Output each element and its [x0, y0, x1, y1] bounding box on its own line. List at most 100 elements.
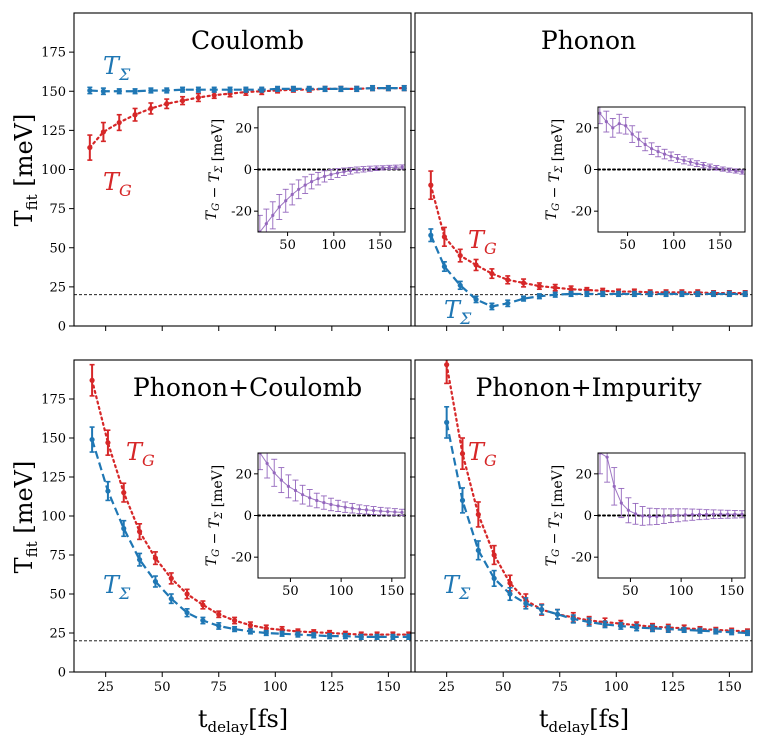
data-point-T_Sigma	[259, 87, 265, 93]
data-point-T_Sigma	[552, 292, 558, 298]
data-point-T_Sigma	[713, 628, 719, 635]
data-point-T_Sigma	[401, 85, 407, 91]
data-point-T_G	[164, 101, 170, 107]
data-point-T_Sigma	[295, 631, 301, 638]
x-tick-label: 100	[263, 680, 288, 695]
data-point-T_G	[116, 119, 122, 126]
series-label-T_G: TG	[103, 168, 132, 200]
data-point-T_G	[152, 555, 159, 561]
inset-data-point	[734, 169, 738, 173]
data-point-T_Sigma	[105, 488, 111, 494]
y-tick-label: 25	[49, 280, 66, 295]
inset-data-point	[650, 147, 654, 151]
x-tick-label: 150	[376, 680, 401, 695]
inset-data-point	[293, 488, 298, 493]
data-point-T_Sigma	[695, 291, 701, 297]
inset-data-point	[335, 171, 340, 175]
inset-data-point	[387, 165, 391, 170]
data-point-T_Sigma	[444, 419, 450, 425]
y-tick-label: 50	[49, 241, 66, 256]
inset-data-point	[310, 179, 314, 184]
inset-data-point	[303, 183, 307, 187]
data-point-T_Sigma	[306, 86, 312, 92]
inset-data-point	[701, 163, 705, 167]
inset-data-point	[655, 514, 659, 519]
data-point-T_G	[231, 617, 238, 624]
y-tick-label: 50	[49, 588, 66, 603]
data-point-T_Sigma	[536, 293, 542, 299]
data-point-T_Sigma	[489, 303, 495, 310]
inset-data-point	[683, 513, 687, 517]
series-group	[444, 360, 751, 637]
inset-y-tick-label: 20	[235, 121, 252, 136]
x-tick-label: 25	[438, 680, 455, 695]
data-point-T_G	[89, 377, 95, 383]
panel-frame	[414, 12, 753, 327]
inset-data-point	[355, 168, 359, 172]
data-point-T_G	[136, 529, 143, 535]
x-tick-label: 125	[319, 680, 344, 695]
data-point-T_Sigma	[473, 296, 479, 302]
data-point-T_G	[216, 611, 222, 617]
data-point-T_G	[121, 490, 127, 496]
inset-data-point	[704, 512, 709, 517]
inset-data-point	[711, 512, 716, 516]
data-point-T_Sigma	[279, 631, 285, 637]
inset-data-point	[386, 509, 390, 514]
data-point-T_Sigma	[742, 291, 748, 297]
inset-data-point	[277, 205, 281, 209]
inset-data-point	[604, 119, 608, 124]
inset-data-point	[633, 512, 638, 516]
inset-series	[598, 453, 745, 526]
inset-y-tick-label: -20	[231, 205, 252, 220]
data-point-T_Sigma	[354, 86, 360, 92]
y-tick-label: 175	[41, 393, 66, 408]
series-label-T_Sigma: TΣ	[444, 296, 472, 328]
y-axis-title-top: Tfit [meV]	[10, 114, 41, 227]
data-point-T_Sigma	[231, 626, 238, 632]
inset-data-point	[740, 512, 744, 516]
inset-data-point	[682, 158, 686, 162]
x-tick-label: 75	[210, 680, 227, 695]
data-point-T_Sigma	[358, 634, 364, 640]
inset-data-point	[264, 222, 268, 226]
data-point-T_Sigma	[697, 628, 703, 634]
x-axis-title-left: tdelay[fs]	[198, 705, 288, 736]
inset-data-point	[656, 149, 660, 154]
inset-data-point	[316, 177, 320, 181]
data-point-T_Sigma	[457, 282, 463, 288]
data-point-T_Sigma	[247, 628, 254, 635]
y-axis-title-bottom: Tfit [meV]	[10, 461, 41, 574]
inset-y-label: TG − TΣ [meV]	[204, 119, 226, 220]
inset-data-point	[726, 512, 730, 516]
data-point-T_Sigma	[618, 623, 624, 629]
data-point-T_Sigma	[584, 291, 590, 297]
series-label-T_G: TG	[468, 438, 497, 470]
inset-data-point	[279, 478, 283, 482]
data-point-T_Sigma	[342, 633, 349, 639]
inset-data-point	[630, 132, 634, 136]
y-tick-label: 0	[58, 666, 66, 681]
data-point-T_Sigma	[615, 291, 622, 297]
data-point-T_G	[459, 451, 466, 457]
inset-data-point	[708, 164, 712, 169]
inset-data-point	[643, 142, 647, 147]
inset-x-tick-label: 50	[279, 238, 296, 253]
data-point-T_Sigma	[136, 557, 143, 563]
inset-x-tick-label: 100	[669, 584, 694, 599]
series-label-T_Sigma: TΣ	[443, 571, 471, 603]
inset-data-point	[624, 124, 628, 128]
y-tick-label: 100	[41, 510, 66, 525]
inset-data-point	[695, 162, 699, 166]
data-point-T_G	[520, 280, 527, 286]
data-point-T_Sigma	[369, 85, 376, 91]
inset-data-point	[271, 213, 275, 217]
data-point-T_G	[132, 112, 138, 118]
data-point-T_G	[552, 285, 558, 291]
inset-y-tick-label: 20	[575, 467, 592, 482]
inset-data-point	[617, 122, 621, 126]
data-point-T_Sigma	[216, 623, 222, 629]
data-point-T_G	[457, 252, 463, 259]
inset-data-point	[637, 137, 641, 141]
inset: 50 100 150 -20 0 20 TG − TΣ [meV]	[204, 452, 406, 599]
